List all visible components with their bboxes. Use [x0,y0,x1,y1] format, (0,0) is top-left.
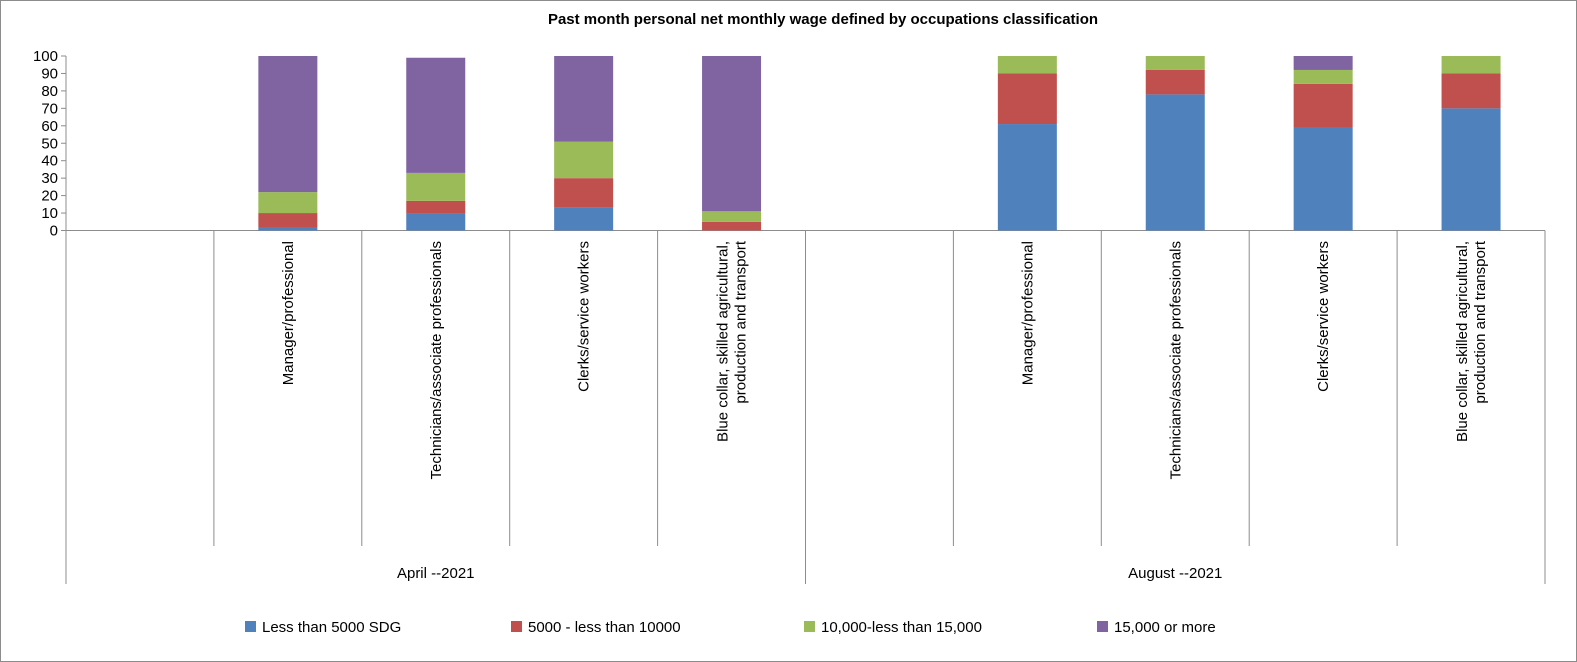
category-label: production and transport [733,240,750,403]
bar-segment [554,178,614,208]
category-label: Clerks/service workers [1315,241,1332,392]
y-tick-label: 100 [33,48,58,65]
bar-segment [702,56,762,212]
y-tick-label: 0 [50,223,58,240]
legend-swatch [511,621,522,632]
y-tick-label: 80 [41,83,58,100]
category-label: Manager/professional [1019,241,1036,385]
bar-segment [1441,108,1501,231]
legend-label: 15,000 or more [1114,619,1216,636]
bar-segment [258,56,318,193]
legend-swatch [804,621,815,632]
y-tick-label: 40 [41,153,58,170]
legend: Less than 5000 SDG 5000 - less than 10000… [245,619,1216,636]
y-tick-label: 10 [41,205,58,222]
bar-segment [258,192,318,214]
bar-segment [554,141,614,179]
y-tick-label: 20 [41,188,58,205]
group-label: April --2021 [397,565,475,582]
bar-segment [258,227,318,231]
bar-segment [1293,69,1353,84]
y-tick-label: 90 [41,65,58,82]
legend-swatch [245,621,256,632]
category-label: Blue collar, skilled agricultural, [715,241,732,442]
bar-segment [997,73,1057,125]
legend-label: 10,000-less than 15,000 [821,619,982,636]
legend-label: 5000 - less than 10000 [528,619,681,636]
bar-segment [1145,69,1205,95]
bar-segment [1293,127,1353,231]
category-label: Technicians/associate professionals [428,241,445,479]
chart-title: Past month personal net monthly wage def… [548,11,1098,28]
category-label: Blue collar, skilled agricultural, [1454,241,1471,442]
group-label: August --2021 [1128,565,1222,582]
bar-segment [1441,73,1501,109]
bar-segment [997,56,1057,74]
bar-segment [1293,56,1353,70]
bar-segment [702,221,762,231]
bars [258,56,1501,231]
bar-segment [997,124,1057,231]
bar-segment [554,207,614,231]
bar-segment [1145,94,1205,231]
category-label: Technicians/associate professionals [1167,241,1184,479]
bar-segment [702,211,762,222]
bar-segment [406,200,466,214]
legend-swatch [1097,621,1108,632]
bar-segment [406,57,466,173]
category-label: Manager/professional [280,241,297,385]
y-tick-label: 30 [41,170,58,187]
y-tick-label: 50 [41,135,58,152]
y-tick-label: 60 [41,118,58,135]
bar-segment [1145,56,1205,70]
category-label: production and transport [1472,240,1489,403]
legend-label: Less than 5000 SDG [262,619,401,636]
bar-segment [258,213,318,228]
bar-segment [1293,83,1353,128]
category-label: Clerks/service workers [576,241,593,392]
bar-segment [406,213,466,231]
y-tick-label: 70 [41,100,58,117]
bar-segment [406,172,466,201]
bar-segment [1441,56,1501,74]
bar-segment [554,56,614,142]
